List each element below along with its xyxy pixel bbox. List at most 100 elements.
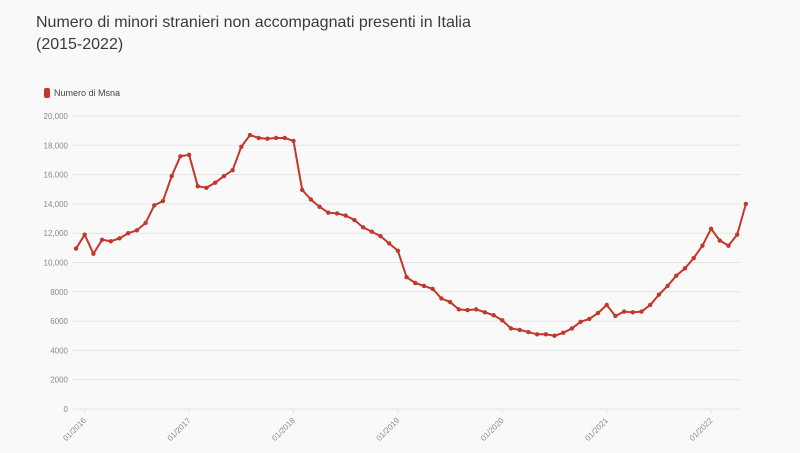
x-tick-label: 01/2020 <box>479 416 506 443</box>
data-point[interactable] <box>656 292 662 297</box>
data-point[interactable] <box>595 310 601 316</box>
data-point[interactable] <box>152 203 157 208</box>
data-point[interactable] <box>717 238 722 243</box>
data-point[interactable] <box>291 138 296 144</box>
data-point[interactable] <box>665 283 670 289</box>
y-axis: 0 2000 4000 6000 8000 10,000 12,000 14,000 16,00… <box>44 112 69 414</box>
data-point[interactable] <box>465 307 470 313</box>
y-tick-label: 2000 <box>50 376 68 385</box>
legend[interactable]: Numero di Msna <box>44 88 120 98</box>
data-point[interactable] <box>369 229 374 234</box>
data-point[interactable] <box>221 173 227 179</box>
data-point[interactable] <box>447 299 453 305</box>
data-point[interactable] <box>360 225 366 230</box>
data-point[interactable] <box>317 204 322 210</box>
data-point[interactable] <box>213 180 218 185</box>
data-point[interactable] <box>630 310 635 315</box>
y-tick-label: 6000 <box>50 317 68 326</box>
chart-title: Numero di minori stranieri non accompagn… <box>36 12 556 56</box>
data-point[interactable] <box>430 286 435 292</box>
data-point[interactable] <box>674 273 679 278</box>
series-numero-di-msna <box>73 132 749 338</box>
data-point[interactable] <box>334 211 340 216</box>
data-point[interactable] <box>587 316 592 322</box>
legend-swatch <box>44 88 50 98</box>
data-point[interactable] <box>491 313 496 318</box>
y-tick-label: 10,000 <box>44 259 69 268</box>
data-point[interactable] <box>500 318 505 323</box>
data-point[interactable] <box>561 330 566 336</box>
y-tick-label: 12,000 <box>44 229 69 238</box>
data-point[interactable] <box>73 246 79 251</box>
data-point[interactable] <box>160 198 166 204</box>
data-point[interactable] <box>265 136 270 141</box>
data-point[interactable] <box>282 135 287 141</box>
data-point[interactable] <box>639 309 644 314</box>
data-point[interactable] <box>352 217 357 223</box>
data-point[interactable] <box>273 135 279 141</box>
data-point[interactable] <box>300 187 305 193</box>
chart-title-line-1: Numero di minori stranieri non accompagn… <box>36 14 471 31</box>
data-point[interactable] <box>239 144 244 149</box>
data-point[interactable] <box>517 327 522 333</box>
data-point[interactable] <box>186 152 192 158</box>
data-point[interactable] <box>508 326 514 331</box>
data-point[interactable] <box>134 228 140 233</box>
data-point[interactable] <box>378 233 383 239</box>
data-point[interactable] <box>700 243 705 248</box>
data-point[interactable] <box>439 296 444 301</box>
data-point[interactable] <box>474 307 479 312</box>
data-point[interactable] <box>534 332 540 337</box>
data-point[interactable] <box>543 332 548 337</box>
data-point[interactable] <box>743 201 749 207</box>
data-point[interactable] <box>421 283 427 289</box>
x-tick-label: 01/2017 <box>166 416 193 443</box>
data-point[interactable] <box>256 135 261 141</box>
data-point[interactable] <box>578 319 583 325</box>
x-tick-label: 01/2021 <box>583 416 610 443</box>
data-point[interactable] <box>169 173 174 179</box>
y-tick-label: 20,000 <box>44 112 69 121</box>
data-point[interactable] <box>178 154 183 159</box>
data-point[interactable] <box>613 313 618 319</box>
data-point[interactable] <box>230 168 235 173</box>
data-point[interactable] <box>343 213 348 218</box>
data-point[interactable] <box>108 239 114 244</box>
data-point[interactable] <box>552 333 557 338</box>
data-point[interactable] <box>308 197 314 202</box>
y-tick-label: 18,000 <box>44 141 69 150</box>
data-point[interactable] <box>726 243 731 248</box>
data-point[interactable] <box>621 309 627 314</box>
data-point[interactable] <box>682 266 688 271</box>
data-point[interactable] <box>387 241 392 246</box>
data-point[interactable] <box>204 185 209 190</box>
grid-lines <box>72 115 740 410</box>
y-tick-label: 4000 <box>50 346 68 355</box>
data-point[interactable] <box>404 274 409 280</box>
data-point[interactable] <box>117 236 122 241</box>
data-point[interactable] <box>99 237 105 242</box>
data-point[interactable] <box>569 326 575 331</box>
data-point[interactable] <box>395 248 401 253</box>
data-point[interactable] <box>648 302 653 308</box>
data-point[interactable] <box>456 307 461 312</box>
legend-label: Numero di Msna <box>54 88 121 98</box>
data-point[interactable] <box>91 251 96 256</box>
data-point[interactable] <box>195 184 200 189</box>
data-point[interactable] <box>604 302 609 308</box>
x-tick-label: 01/2018 <box>270 416 297 443</box>
data-point[interactable] <box>413 280 418 286</box>
y-tick-label: 0 <box>64 405 69 414</box>
data-point[interactable] <box>143 220 148 226</box>
data-point[interactable] <box>691 255 696 261</box>
data-point[interactable] <box>126 231 131 236</box>
data-point[interactable] <box>82 232 87 237</box>
data-point[interactable] <box>708 226 714 232</box>
data-point[interactable] <box>482 310 488 315</box>
data-point[interactable] <box>526 329 531 335</box>
data-point[interactable] <box>735 232 740 237</box>
x-tick-label: 01/2022 <box>688 416 715 443</box>
data-point[interactable] <box>247 132 253 138</box>
data-point[interactable] <box>326 210 331 215</box>
